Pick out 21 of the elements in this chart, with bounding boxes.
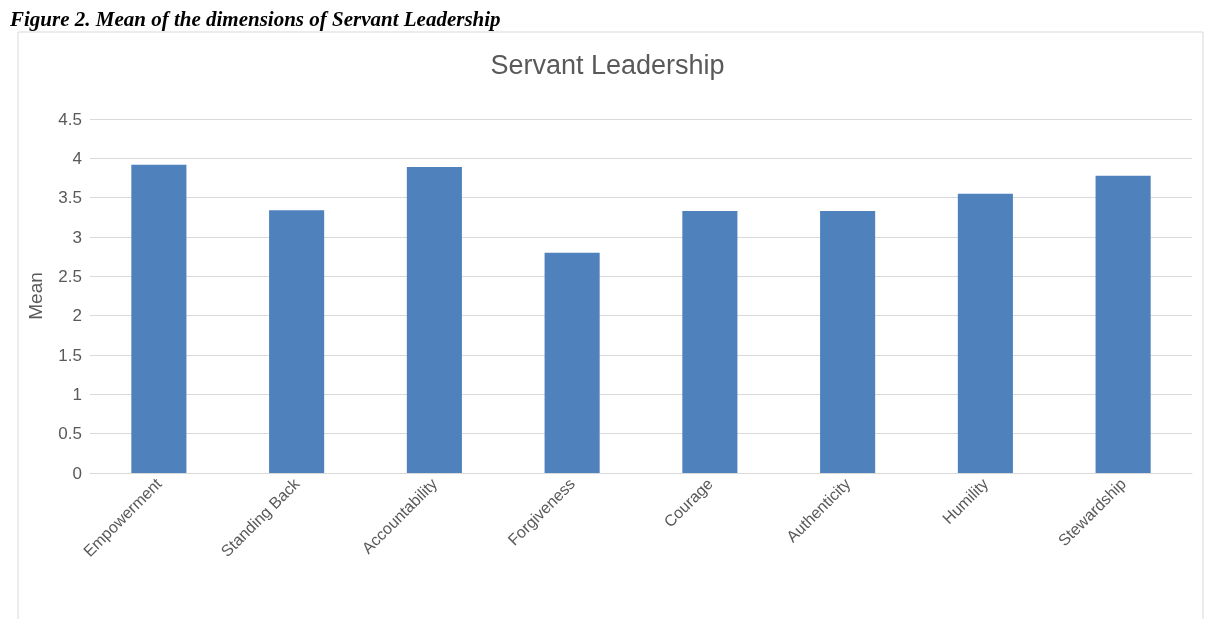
bar [544,252,600,473]
chart-title: Servant Leadership [490,49,725,80]
bar [131,164,187,473]
bar [820,211,876,473]
bar [1095,175,1151,473]
y-axis-title: Mean [25,272,46,320]
caption: Figure 2. Mean of the dimensions of Servant Leadership [9,6,501,31]
y-tick-label: 2.5 [58,266,82,286]
bar [269,210,325,473]
y-tick-label: 4 [72,148,82,168]
y-tick-label: 2 [72,306,82,326]
bar [682,211,738,473]
y-tick-label: 3 [72,227,82,247]
y-tick-label: 1.5 [58,345,82,365]
bar [957,193,1013,473]
y-tick-label: 3.5 [58,188,82,208]
bar [406,166,462,473]
y-tick-label: 1 [72,384,82,404]
y-tick-label: 4.5 [58,109,82,129]
y-tick-label: 0.5 [58,424,82,444]
y-tick-label: 0 [72,463,82,483]
